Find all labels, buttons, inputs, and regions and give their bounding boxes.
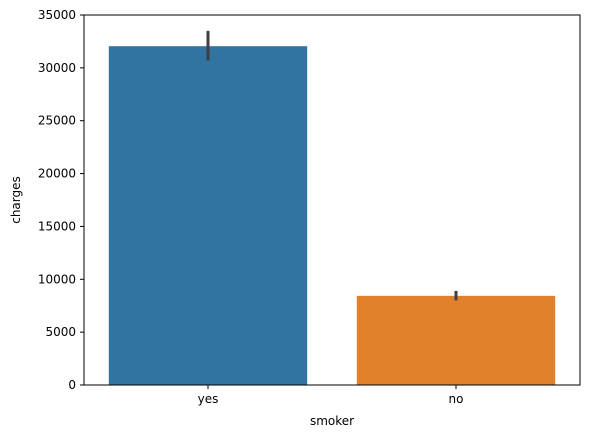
y-tick-label: 20000 [38,167,76,181]
y-tick-label: 5000 [45,325,76,339]
y-tick-label: 10000 [38,272,76,286]
x-axis-title: smoker [310,414,354,428]
bar-yes [108,46,308,385]
y-tick-label: 0 [68,378,76,392]
plot-frame [83,14,581,386]
bars-group [108,46,556,385]
y-tick-label: 15000 [38,219,76,233]
y-tick-label: 35000 [38,8,76,22]
x-axis: yes no [198,385,464,406]
error-bars-group [206,30,458,301]
y-tick-label: 30000 [38,61,76,75]
x-tick-label: no [449,392,464,406]
bar-no [356,295,556,385]
y-axis-title: charges [9,176,23,224]
y-axis: 0 5000 10000 15000 20000 25000 30000 35000 [38,8,84,392]
x-tick-label: yes [198,392,219,406]
y-tick-label: 25000 [38,114,76,128]
